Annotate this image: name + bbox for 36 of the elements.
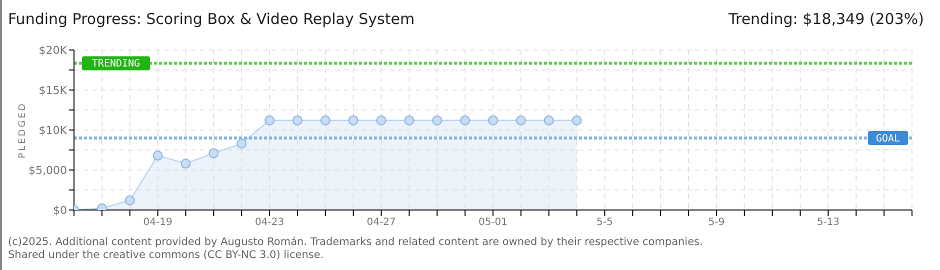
point	[544, 115, 554, 126]
point	[404, 115, 414, 126]
point	[376, 115, 386, 126]
x-tick-label: 04-19	[143, 217, 172, 228]
point	[180, 158, 191, 169]
y-tick-label: $20K	[38, 44, 68, 57]
y-tick-label: $10K	[38, 124, 68, 137]
point	[516, 115, 526, 126]
point	[572, 115, 582, 126]
point	[292, 115, 302, 126]
y-tick-label: $15K	[38, 84, 68, 97]
x-tick-label: 5-9	[708, 217, 725, 228]
y-tick-label: $5,000	[28, 164, 67, 177]
chart-title: Funding Progress: Scoring Box & Video Replay System	[8, 10, 415, 28]
point	[488, 115, 498, 126]
y-axis-title: PLEDGED	[18, 102, 28, 158]
x-tick-label: 05-01	[478, 217, 508, 228]
x-tick-label: 5-13	[816, 217, 840, 228]
text: Trending: $18,349 (203%)	[728, 10, 924, 28]
point	[432, 115, 442, 126]
ref-line-label: TRENDING	[92, 58, 140, 70]
point	[152, 150, 163, 161]
point	[320, 115, 330, 126]
y-tick-label: $0	[53, 204, 67, 217]
text: Shared under the creative commons (CC BY-NC 3.0) license.	[8, 249, 325, 262]
x-tick-label: 04-27	[366, 217, 396, 228]
ref-line-label: GOAL	[876, 134, 900, 144]
text: (c)2025. Additional content provided by Augusto Román. Trademarks and related content are owned by their respective companies.	[8, 236, 703, 249]
x-tick-label: 5-5	[596, 217, 613, 228]
point	[460, 115, 470, 126]
point	[208, 148, 219, 158]
point	[236, 138, 247, 149]
point	[124, 195, 135, 206]
point	[348, 115, 358, 126]
point	[264, 115, 275, 126]
x-tick-label: 04-23	[255, 217, 284, 228]
